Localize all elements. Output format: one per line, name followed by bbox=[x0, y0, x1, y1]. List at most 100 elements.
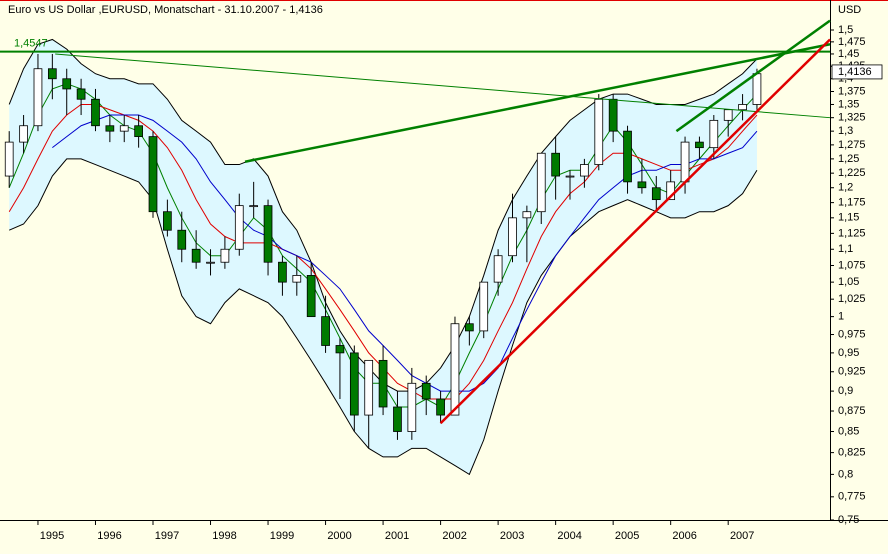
candle-body bbox=[493, 255, 503, 283]
y-tick-label: 1,35 bbox=[838, 98, 859, 110]
y-tick-label: 0,825 bbox=[838, 447, 866, 459]
candle-body bbox=[62, 78, 72, 90]
y-tick-label: 0,925 bbox=[838, 366, 866, 378]
x-tick-label: 2000 bbox=[327, 530, 351, 542]
candle-body bbox=[536, 152, 546, 213]
candle-body bbox=[33, 68, 43, 127]
x-tick-label: 1996 bbox=[97, 530, 121, 542]
candle-body bbox=[206, 261, 215, 264]
y-tick-label: 1,125 bbox=[838, 227, 866, 239]
y-tick-label: 1,45 bbox=[838, 48, 859, 60]
candle-body bbox=[163, 211, 172, 231]
candle-body bbox=[4, 141, 14, 177]
candle-body bbox=[148, 136, 158, 213]
y-tick-label: 1,25 bbox=[838, 153, 859, 165]
y-tick-label: 1,475 bbox=[838, 36, 866, 48]
x-tick-label: 2002 bbox=[442, 530, 466, 542]
y-tick-label: 1,225 bbox=[838, 167, 866, 179]
y-tick-label: 1,325 bbox=[838, 112, 866, 124]
trend-line bbox=[439, 38, 831, 425]
y-tick-label: 1,05 bbox=[838, 276, 859, 288]
candle-body bbox=[47, 68, 57, 80]
x-tick-label: 2007 bbox=[730, 530, 754, 542]
band-fill bbox=[9, 39, 757, 475]
candle-body bbox=[19, 125, 28, 143]
candle-body bbox=[522, 211, 532, 219]
candle-body bbox=[723, 109, 733, 121]
y-tick-label: 1,025 bbox=[838, 293, 866, 305]
x-tick-label: 1995 bbox=[40, 530, 64, 542]
y-tick-label: 0,85 bbox=[838, 425, 859, 437]
candle-body bbox=[191, 248, 201, 263]
x-tick-label: 2001 bbox=[385, 530, 409, 542]
trend-line bbox=[55, 53, 831, 119]
candle-body bbox=[76, 88, 86, 100]
y-tick-label: 1,075 bbox=[838, 259, 866, 271]
candle-body bbox=[263, 205, 273, 263]
candle-body bbox=[738, 104, 747, 111]
x-tick-label: 2004 bbox=[557, 530, 581, 542]
candle-body bbox=[321, 316, 330, 346]
candle-body bbox=[695, 141, 704, 149]
candle-body bbox=[651, 187, 661, 201]
candle-body bbox=[594, 98, 604, 165]
moving-average bbox=[52, 114, 758, 392]
candle-body bbox=[479, 281, 489, 332]
candle-body bbox=[709, 119, 719, 149]
trend-line-label: 1,4547 bbox=[14, 38, 48, 50]
x-tick-label: 1997 bbox=[155, 530, 179, 542]
candle-body bbox=[551, 152, 560, 177]
candle-body bbox=[306, 275, 316, 318]
y-tick-label: 0,775 bbox=[838, 491, 866, 503]
candle-body bbox=[364, 359, 374, 416]
y-axis-label: USD bbox=[838, 4, 861, 16]
y-tick-label: 1 bbox=[838, 311, 844, 323]
trend-line bbox=[675, 19, 831, 133]
candle-body bbox=[580, 164, 589, 177]
candle-body bbox=[349, 352, 359, 416]
y-tick-label: 1,375 bbox=[838, 85, 866, 97]
y-tick-label: 0,75 bbox=[838, 514, 859, 526]
candle-body bbox=[680, 141, 690, 183]
candle-body bbox=[393, 406, 402, 432]
candle-body bbox=[335, 345, 345, 354]
y-tick-label: 1,1 bbox=[838, 243, 853, 255]
x-tick-label: 1999 bbox=[270, 530, 294, 542]
candle-body bbox=[119, 125, 129, 132]
candle-body bbox=[450, 323, 460, 416]
y-tick-label: 1,175 bbox=[838, 197, 866, 209]
y-tick-label: 0,95 bbox=[838, 347, 859, 359]
y-tick-label: 0,8 bbox=[838, 468, 853, 480]
candle-body bbox=[91, 98, 100, 127]
y-tick-label: 1,2 bbox=[838, 182, 853, 194]
candle-body bbox=[407, 382, 417, 432]
y-tick-label: 1,275 bbox=[838, 139, 866, 151]
candle-body bbox=[637, 181, 647, 189]
candle-body bbox=[666, 181, 676, 201]
candle-body bbox=[752, 73, 762, 105]
candle-body bbox=[278, 261, 287, 283]
y-tick-label: 0,9 bbox=[838, 385, 853, 397]
x-tick-label: 2005 bbox=[615, 530, 639, 542]
candle-body bbox=[508, 217, 517, 257]
x-tick-label: 2006 bbox=[672, 530, 696, 542]
candle-body bbox=[565, 175, 575, 178]
last-price-label: 1,4136 bbox=[838, 66, 872, 78]
candle-body bbox=[623, 130, 632, 183]
x-tick-label: 1998 bbox=[212, 530, 236, 542]
y-tick-label: 0,975 bbox=[838, 328, 866, 340]
trend-line bbox=[244, 43, 831, 163]
candle-body bbox=[249, 205, 259, 208]
candle-body bbox=[105, 125, 115, 132]
band-lower bbox=[9, 158, 758, 476]
y-tick-label: 0,875 bbox=[838, 405, 866, 417]
candle-body bbox=[220, 248, 230, 263]
candle-body bbox=[465, 323, 474, 332]
candle-body bbox=[378, 359, 388, 408]
candle-body bbox=[234, 205, 244, 250]
candle-body bbox=[292, 275, 302, 283]
candle-body bbox=[608, 98, 618, 132]
y-tick-label: 1,15 bbox=[838, 212, 859, 224]
candle-body bbox=[177, 229, 187, 250]
